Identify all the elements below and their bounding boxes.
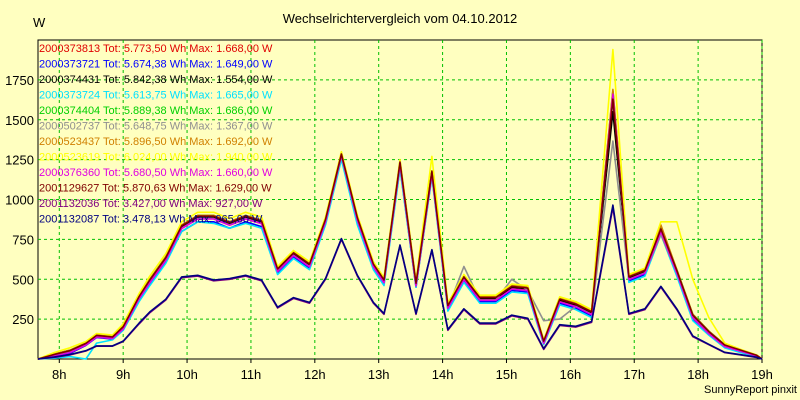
legend-entry-8: 2000523619 Tot: 6.024,00 Wh Max: 1.940,0… bbox=[39, 152, 273, 164]
series-line-10 bbox=[37, 98, 763, 360]
y-axis-unit: W bbox=[33, 15, 46, 30]
legend-entry-2: 2000373721 Tot: 5.674,38 Wh Max: 1.649,0… bbox=[39, 59, 273, 71]
y-tick-label: 1500 bbox=[5, 113, 34, 128]
y-tick-label: 750 bbox=[12, 232, 34, 247]
y-tick-label: 500 bbox=[12, 272, 34, 287]
x-tick-label: 8h bbox=[52, 367, 66, 382]
legend-entry-9: 2000376360 Tot: 5.680,50 Wh Max: 1.660,0… bbox=[39, 167, 273, 179]
legend-entry-6: 2000502737 Tot: 5.648,75 Wh Max: 1.367,0… bbox=[39, 121, 273, 133]
y-tick-label: 1000 bbox=[5, 193, 34, 208]
legend-entry-7: 2000523437 Tot: 5.896,50 Wh Max: 1.692,0… bbox=[39, 136, 273, 148]
legend-entry-11: 2001132036 Tot: 3.427,00 Wh Max: 927,00 … bbox=[39, 198, 263, 210]
x-tick-label: 11h bbox=[241, 367, 262, 382]
series-lines bbox=[37, 48, 763, 360]
x-tick-label: 14h bbox=[432, 367, 454, 382]
legend-entry-5: 2000374404 Tot: 5.889,38 Wh Max: 1.686,0… bbox=[39, 105, 273, 117]
x-tick-label: 16h bbox=[560, 367, 582, 382]
x-tick-label: 10h bbox=[176, 367, 198, 382]
legend-entry-10: 2001129627 Tot: 5.870,63 Wh Max: 1.629,0… bbox=[39, 183, 272, 195]
legend-entry-12: 2001132087 Tot: 3.478,13 Wh Max: 965,00 … bbox=[39, 214, 263, 226]
x-axis-ticks: 8h 9h 10h 11h 12h 13h 14h 15h 16h 17h 18h 19h bbox=[52, 359, 773, 382]
x-tick-label: 15h bbox=[496, 367, 518, 382]
x-tick-label: 17h bbox=[623, 367, 645, 382]
y-tick-label: 1250 bbox=[5, 153, 34, 168]
chart-title: Wechselrichtervergleich vom 04.10.2012 bbox=[283, 11, 518, 26]
legend: 2000373813 Tot: 5.773,50 Wh Max: 1.668,0… bbox=[39, 43, 273, 226]
x-tick-label: 18h bbox=[687, 367, 709, 382]
x-tick-label: 13h bbox=[368, 367, 390, 382]
legend-entry-1: 2000373813 Tot: 5.773,50 Wh Max: 1.668,0… bbox=[39, 43, 273, 55]
y-axis-ticks: 250 500 750 1000 1250 1500 1750 bbox=[5, 73, 34, 327]
x-tick-label: 19h bbox=[751, 367, 773, 382]
x-tick-label: 12h bbox=[304, 367, 326, 382]
x-tick-label: 9h bbox=[116, 367, 130, 382]
legend-entry-3: 2000374431 Tot: 5.842,38 Wh Max: 1.554,0… bbox=[39, 74, 273, 86]
y-tick-label: 1750 bbox=[5, 73, 34, 88]
series-line-12 bbox=[37, 204, 763, 360]
y-tick-label: 250 bbox=[12, 312, 34, 327]
legend-entry-4: 2000373724 Tot: 5.613,75 Wh Max: 1.665,0… bbox=[39, 90, 273, 102]
credit-text: SunnyReport pinxit bbox=[704, 384, 797, 396]
